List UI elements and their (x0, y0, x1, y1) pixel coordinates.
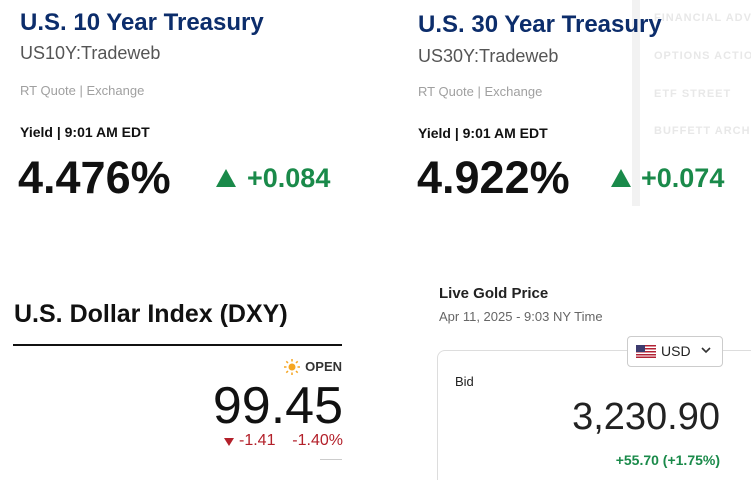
time: Yield | 9:01 AM EDT (418, 125, 548, 141)
us-flag (636, 345, 656, 358)
down-arrow (224, 438, 234, 446)
market-status: OPEN (305, 359, 342, 374)
change-percent: -1.40% (292, 432, 343, 449)
menu-item[interactable]: FINANCIAL ADV (654, 12, 751, 24)
currency: USD (661, 343, 691, 359)
source: RT Quote | Exchange (418, 84, 543, 99)
currency-select[interactable]: USD (627, 336, 723, 367)
menu-item[interactable]: OPTIONS ACTIO (654, 50, 751, 62)
label: Bid (455, 374, 474, 389)
up-arrow (611, 169, 631, 187)
change: +55.70 (+1.75%) (615, 452, 720, 468)
divider (320, 459, 342, 460)
menu-item[interactable]: ETF STREET (654, 88, 732, 100)
symbol: US30Y:Tradeweb (418, 46, 559, 66)
price: 3,230.90 (572, 396, 720, 438)
sun-icon (284, 359, 300, 375)
up-arrow (216, 169, 236, 187)
yield: 4.476% (18, 152, 171, 203)
source: RT Quote | Exchange (20, 83, 145, 98)
symbol: US10Y:Tradeweb (20, 43, 161, 63)
divider (13, 344, 342, 346)
timestamp: Apr 11, 2025 - 9:03 NY Time (439, 309, 603, 324)
change: +0.074 (641, 163, 725, 193)
time: Yield | 9:01 AM EDT (20, 124, 150, 140)
title: Live Gold Price (439, 285, 549, 302)
price: 99.45 (212, 377, 343, 435)
title: U.S. Dollar Index (DXY) (14, 300, 288, 328)
scrollbar (632, 0, 640, 206)
chevron (701, 347, 711, 354)
change: -1.41 (239, 432, 276, 449)
yield: 4.922% (417, 152, 570, 203)
change: +0.084 (247, 163, 331, 193)
title: U.S. 10 Year Treasury (20, 9, 264, 36)
price-card (437, 350, 751, 480)
title: U.S. 30 Year Treasury (418, 11, 662, 38)
menu-item[interactable]: BUFFETT ARCHI (654, 125, 751, 137)
